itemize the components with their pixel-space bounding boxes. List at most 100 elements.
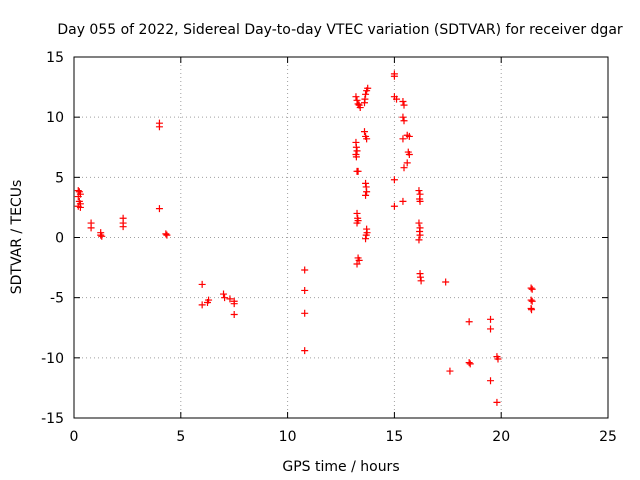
- data-point: [399, 135, 407, 143]
- data-point: [465, 318, 473, 326]
- data-point: [528, 285, 536, 293]
- data-point: [360, 128, 368, 136]
- y-tick-label: 15: [46, 50, 64, 66]
- data-point: [74, 187, 82, 195]
- x-tick-label: 25: [599, 429, 617, 445]
- data-point: [361, 95, 369, 103]
- y-tick-label: 10: [46, 110, 64, 126]
- data-point: [301, 347, 309, 355]
- x-tick-label: 0: [70, 429, 79, 445]
- x-tick-label: 5: [176, 429, 185, 445]
- data-point: [465, 359, 473, 367]
- data-point: [442, 278, 450, 286]
- data-point: [416, 231, 424, 239]
- data-point: [221, 294, 229, 302]
- data-point: [415, 219, 423, 227]
- data-point: [98, 232, 106, 240]
- y-axis-label: SDTVAR / TECUs: [9, 180, 25, 295]
- data-point: [353, 219, 361, 227]
- data-point: [230, 311, 238, 319]
- data-point: [119, 223, 127, 231]
- data-point: [352, 143, 360, 151]
- data-point: [403, 159, 411, 167]
- data-point: [405, 150, 413, 158]
- data-point: [528, 306, 536, 314]
- data-point: [354, 100, 362, 108]
- data-point: [400, 164, 408, 172]
- data-point: [399, 98, 407, 106]
- data-point: [364, 84, 372, 92]
- data-point: [527, 296, 535, 304]
- data-point: [301, 309, 309, 317]
- data-point: [87, 224, 95, 232]
- data-point: [362, 179, 370, 187]
- data-point: [362, 231, 370, 239]
- data-point: [362, 235, 370, 243]
- data-point: [466, 360, 474, 368]
- data-point: [487, 377, 495, 385]
- data-point: [417, 277, 425, 285]
- data-point: [356, 104, 364, 112]
- data-point: [390, 202, 398, 210]
- data-point: [362, 191, 370, 199]
- data-point: [301, 266, 309, 274]
- data-point: [493, 398, 501, 406]
- data-point: [390, 72, 398, 80]
- y-tick-label: -5: [50, 291, 64, 307]
- data-point: [355, 256, 363, 264]
- data-point: [527, 284, 535, 292]
- data-point: [352, 93, 360, 101]
- data-point: [400, 117, 408, 125]
- data-point: [220, 290, 228, 298]
- x-tick-label: 20: [492, 429, 510, 445]
- x-axis-label: GPS time / hours: [282, 459, 399, 475]
- data-point: [363, 188, 371, 196]
- data-point: [446, 367, 454, 375]
- y-tick-label: -15: [41, 411, 64, 427]
- grid: [74, 57, 608, 418]
- data-point: [301, 286, 309, 294]
- data-point: [198, 301, 206, 309]
- data-point: [162, 230, 170, 238]
- data-point: [198, 280, 206, 288]
- data-point: [399, 197, 407, 205]
- data-point: [97, 231, 105, 239]
- y-tick-label: -10: [41, 351, 64, 367]
- data-point: [487, 315, 495, 323]
- data-point: [204, 298, 211, 306]
- data-point: [352, 153, 360, 161]
- y-tick-label: 0: [55, 231, 64, 247]
- data-point: [230, 300, 238, 308]
- data-point: [393, 95, 401, 103]
- data-point: [416, 197, 424, 205]
- data-point: [528, 297, 536, 305]
- data-point: [163, 231, 171, 239]
- data-point: [405, 132, 413, 140]
- x-tick-label: 10: [279, 429, 297, 445]
- data-point: [74, 193, 82, 201]
- data-point: [363, 135, 371, 143]
- data-point: [354, 167, 362, 175]
- data-point: [353, 209, 361, 217]
- data-point: [400, 101, 408, 109]
- data-point: [399, 113, 407, 121]
- data-point: [76, 203, 84, 211]
- data-point: [155, 123, 163, 131]
- data-point: [416, 273, 424, 281]
- data-point: [390, 176, 398, 184]
- data-point: [415, 187, 423, 195]
- data-points: [74, 70, 536, 406]
- data-point: [415, 236, 423, 244]
- y-tick-label: 5: [55, 170, 64, 186]
- data-point: [155, 205, 163, 213]
- data-point: [226, 295, 234, 303]
- data-point: [494, 355, 502, 363]
- data-point: [353, 260, 361, 268]
- data-point: [353, 147, 361, 155]
- data-point: [487, 325, 495, 333]
- data-point: [362, 90, 370, 98]
- axis-ticks: 0 5 10 15 20 25 -15 -10 -5 0 5 10 15: [41, 50, 617, 445]
- chart-title: Day 055 of 2022, Sidereal Day-to-day VTE…: [57, 22, 623, 38]
- x-tick-label: 15: [385, 429, 403, 445]
